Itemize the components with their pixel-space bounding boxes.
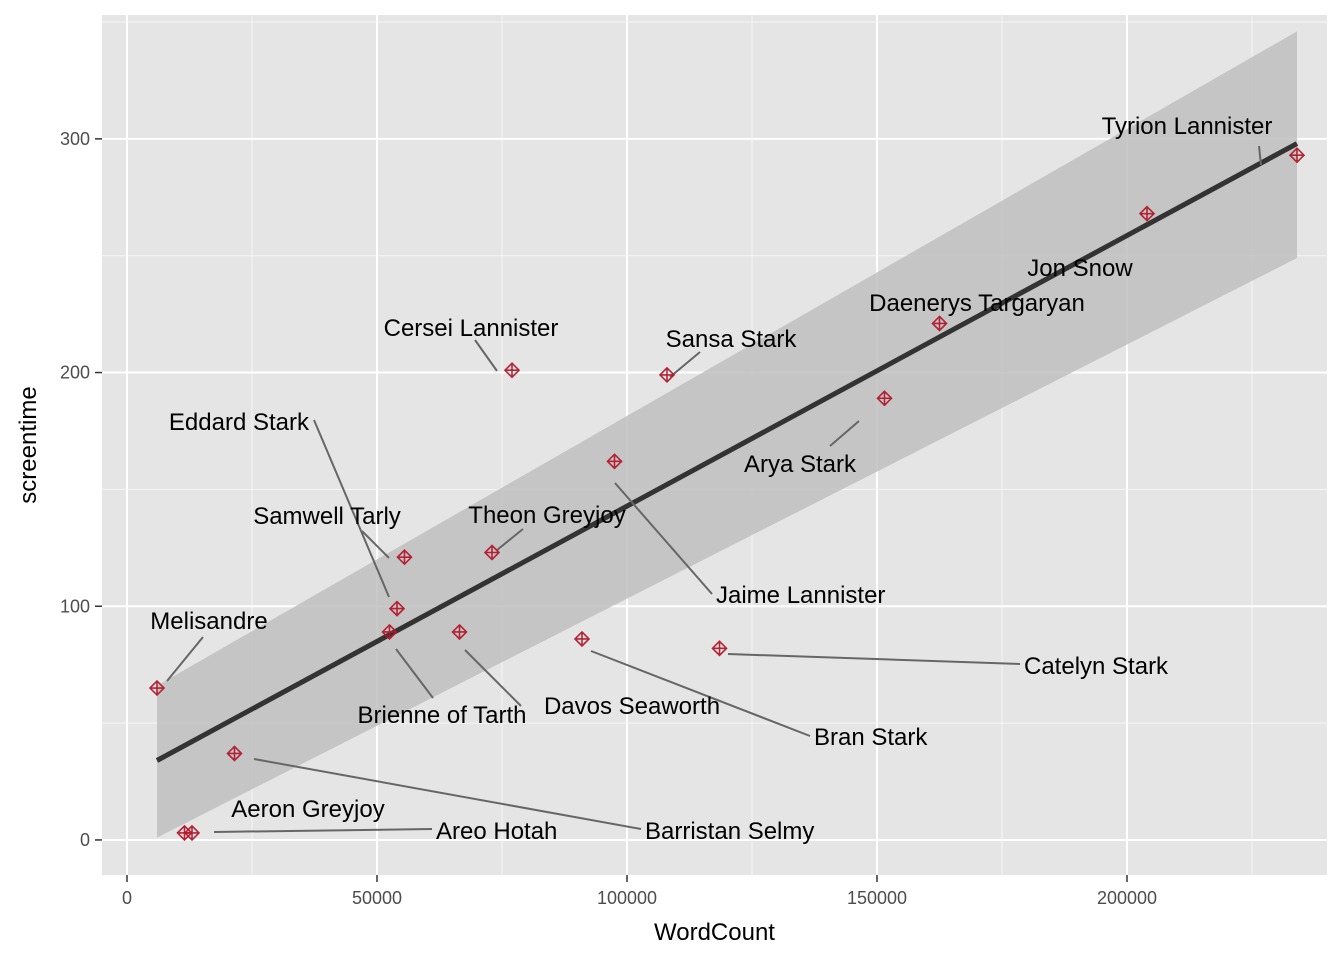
leader-arya-stark: [829, 420, 860, 447]
y-axis-title: screentime: [15, 386, 42, 503]
label-eddard-stark: Eddard Stark: [169, 409, 310, 436]
label-aeron-greyjoy: Aeron Greyjoy: [231, 796, 384, 823]
leader-sansa-stark: [669, 351, 701, 378]
y-axis-ticks: 0 100 200 300: [60, 129, 102, 850]
x-axis-title: WordCount: [654, 919, 775, 946]
point-daenerys-targaryan: [931, 315, 948, 332]
point-jon-snow: [1138, 205, 1156, 222]
label-daenerys-targaryan: Daenerys Targaryan: [869, 290, 1085, 317]
point-samwell-tarly: [396, 549, 413, 566]
label-areo-hotah: Areo Hotah: [436, 818, 557, 845]
label-catelyn-stark: Catelyn Stark: [1024, 653, 1169, 680]
label-jon-snow: Jon Snow: [1027, 255, 1133, 282]
trend-line: [155, 141, 1299, 763]
point-brienne-of-tarth: [381, 623, 398, 641]
label-cersei-lannister: Cersei Lannister: [384, 315, 559, 342]
leader-jaime-lannister: [614, 482, 713, 595]
label-sansa-stark: Sansa Stark: [666, 326, 798, 353]
point-catelyn-stark: [711, 640, 728, 657]
x-tick-label: 0: [122, 888, 132, 908]
label-tyrion-lannister: Tyrion Lannister: [1102, 113, 1273, 140]
label-leader-lines: [166, 145, 1262, 833]
leader-brienne-of-tarth: [395, 648, 434, 699]
point-areo-hotah: [183, 824, 201, 842]
leader-cersei-lannister: [474, 339, 498, 372]
leader-melisandre: [166, 636, 204, 682]
label-brienne-of-tarth: Brienne of Tarth: [358, 702, 527, 729]
leader-barristan-selmy: [253, 758, 642, 830]
label-jaime-lannister: Jaime Lannister: [716, 582, 885, 609]
point-bran-stark: [573, 630, 591, 648]
point-melisandre: [148, 679, 166, 697]
point-cersei-lannister: [503, 362, 521, 379]
y-tick-label: 300: [60, 129, 90, 149]
label-arya-stark: Arya Stark: [744, 451, 857, 478]
leader-areo-hotah: [213, 828, 433, 833]
x-tick-label: 150000: [847, 888, 907, 908]
leader-samwell-tarly: [361, 530, 390, 559]
leader-theon-greyjoy: [496, 528, 524, 551]
confidence-band: [157, 31, 1297, 838]
label-davos-seaworth: Davos Seaworth: [544, 693, 720, 720]
point-jaime-lannister: [606, 453, 623, 470]
y-tick-label: 100: [60, 596, 90, 616]
point-arya-stark: [876, 390, 893, 407]
y-tick-label: 0: [80, 830, 90, 850]
leader-eddard-stark: [313, 419, 390, 598]
point-tyrion-lannister: [1288, 147, 1306, 164]
y-tick-label: 200: [60, 363, 90, 383]
label-samwell-tarly: Samwell Tarly: [253, 503, 401, 530]
leader-davos-seaworth: [464, 649, 522, 707]
point-sansa-stark: [658, 366, 676, 384]
point-barristan-selmy: [226, 745, 243, 762]
leader-bran-stark: [590, 650, 811, 737]
point-labels: Tyrion Lannister Jon Snow Daenerys Targary…: [150, 113, 1272, 845]
x-tick-label: 200000: [1097, 888, 1157, 908]
point-theon-greyjoy: [483, 544, 501, 561]
label-bran-stark: Bran Stark: [814, 724, 928, 751]
label-theon-greyjoy: Theon Greyjoy: [468, 502, 625, 529]
leader-catelyn-stark: [727, 653, 1021, 665]
data-points: [148, 147, 1306, 842]
point-davos-seaworth: [451, 623, 468, 641]
label-melisandre: Melisandre: [150, 608, 267, 635]
x-tick-label: 50000: [352, 888, 402, 908]
leader-tyrion-lannister: [1258, 145, 1262, 166]
label-barristan-selmy: Barristan Selmy: [645, 818, 814, 845]
x-tick-label: 100000: [597, 888, 657, 908]
x-axis-ticks: 0 50000 100000 150000 200000: [122, 875, 1157, 908]
point-eddard-stark: [388, 600, 406, 617]
